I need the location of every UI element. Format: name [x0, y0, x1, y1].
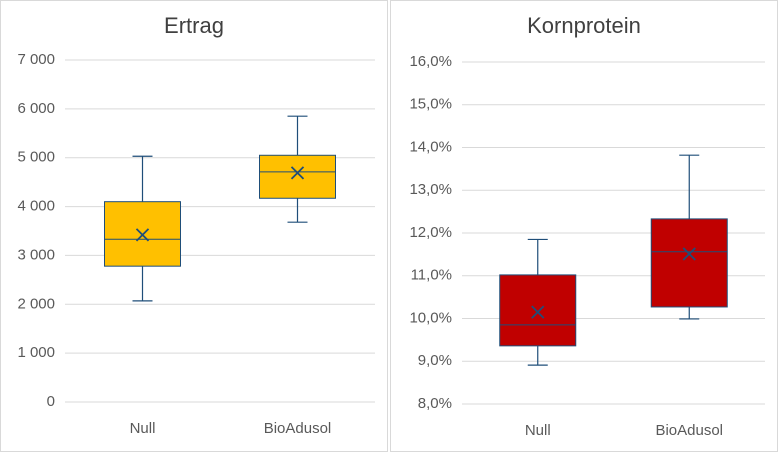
- y-tick-label: 3 000: [17, 246, 55, 263]
- y-tick-label: 2 000: [17, 295, 55, 312]
- y-tick-label: 9,0%: [418, 352, 452, 369]
- chart-title: Kornprotein: [527, 13, 641, 38]
- y-tick-label: 4 000: [17, 198, 55, 215]
- y-tick-label: 1 000: [17, 344, 55, 361]
- y-tick-label: 0: [47, 393, 55, 410]
- panel-frame: [0, 0, 388, 452]
- x-tick-label: Null: [525, 422, 551, 439]
- x-tick-label: BioAdusol: [655, 422, 723, 439]
- y-tick-label: 12,0%: [409, 224, 452, 241]
- chart-title: Ertrag: [164, 13, 224, 38]
- mean-marker: [531, 305, 545, 319]
- y-tick-label: 15,0%: [409, 96, 452, 113]
- y-tick-label: 7 000: [17, 51, 55, 68]
- y-tick-label: 10,0%: [409, 309, 452, 326]
- y-tick-label: 6 000: [17, 100, 55, 117]
- box: [259, 154, 336, 199]
- y-tick-label: 8,0%: [418, 395, 452, 412]
- mean-marker: [290, 166, 305, 180]
- y-tick-label: 14,0%: [409, 138, 452, 155]
- y-tick-label: 11,0%: [411, 267, 452, 284]
- y-tick-label: 13,0%: [409, 181, 452, 198]
- y-tick-label: 16,0%: [409, 53, 452, 70]
- x-tick-label: Null: [130, 420, 156, 437]
- x-tick-label: BioAdusol: [264, 420, 332, 437]
- box: [650, 218, 728, 308]
- mean-marker: [682, 247, 696, 261]
- mean-marker: [135, 228, 150, 242]
- y-tick-label: 5 000: [17, 149, 55, 166]
- box: [499, 274, 577, 347]
